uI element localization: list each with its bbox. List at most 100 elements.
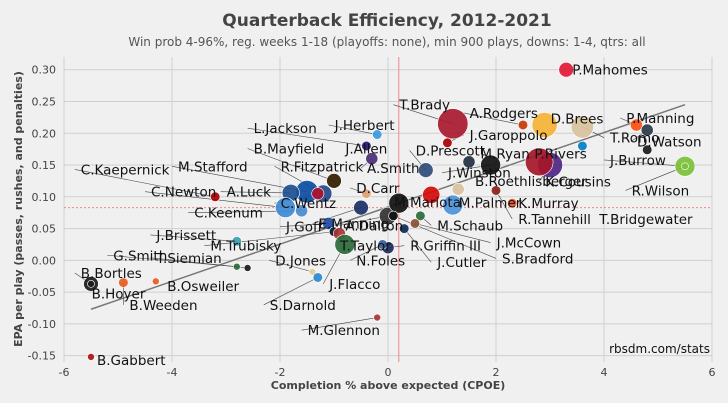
qb-label: B.Bortles xyxy=(81,266,142,282)
qb-point xyxy=(322,217,335,230)
label-leader xyxy=(247,148,335,182)
qb-label: J.Herbert xyxy=(334,118,395,134)
qb-point xyxy=(415,210,426,221)
x-tick-label: 6 xyxy=(709,366,716,379)
qb-point xyxy=(353,199,369,216)
qb-label: N.Foles xyxy=(356,253,405,269)
qb-label: B.Roethlisberger xyxy=(475,174,587,190)
qb-point xyxy=(118,277,129,288)
qb-point xyxy=(640,123,654,137)
x-tick-label: 0 xyxy=(385,366,392,379)
qb-label: J.McCown xyxy=(496,236,562,252)
y-tick-label: 0.30 xyxy=(32,64,57,77)
grid-lines xyxy=(63,57,713,362)
label-leader xyxy=(279,223,329,227)
qb-label: B.Osweiler xyxy=(167,279,239,295)
qb-point xyxy=(642,144,653,155)
label-leader xyxy=(150,234,237,242)
qb-point xyxy=(524,147,554,177)
label-leader xyxy=(263,277,318,306)
qb-label: R.Wilson xyxy=(632,183,690,199)
qb-label: M.Palmer xyxy=(459,196,522,212)
qb-label: J.Burrow xyxy=(609,153,666,169)
credit-label: rbsdm.com/stats xyxy=(609,342,710,356)
y-tick-label: -0.05 xyxy=(28,286,56,299)
qb-point xyxy=(437,108,469,140)
qb-label: K.Murray xyxy=(518,196,578,212)
qb-label: M.Schaub xyxy=(437,218,503,234)
qb-point xyxy=(531,112,558,138)
qb-point xyxy=(517,119,529,131)
label-leader xyxy=(247,127,367,147)
label-leader-lines xyxy=(74,104,686,331)
qb-point xyxy=(442,194,464,216)
qb-label: L.Jackson xyxy=(254,121,317,137)
qb-label: C.Kaepernick xyxy=(81,162,170,178)
qb-label: B.Weeden xyxy=(129,298,197,314)
label-leader xyxy=(463,112,524,126)
qb-label: T.Romo xyxy=(609,131,659,147)
qb-point xyxy=(422,185,441,204)
x-tick-labels: -6 -4 -2 0 2 4 6 xyxy=(59,366,716,379)
qb-label: J.Flacco xyxy=(328,277,380,293)
qb-label: A.Smith xyxy=(367,161,420,177)
qb-label: M.Glennon xyxy=(308,323,380,339)
qb-label: M.Trubisky xyxy=(210,239,281,255)
qb-point xyxy=(373,313,382,322)
qb-point xyxy=(451,182,465,196)
qb-point xyxy=(311,187,325,201)
qb-label: D.Brees xyxy=(551,112,604,128)
label-leader xyxy=(301,317,378,331)
label-leader xyxy=(403,228,432,263)
qb-label: R.Fitzpatrick xyxy=(281,159,364,175)
label-leader xyxy=(204,231,335,247)
qb-point xyxy=(490,185,502,196)
qb-point xyxy=(442,137,453,148)
qb-label: J.Brissett xyxy=(155,228,216,244)
chart-subtitle: Win prob 4-96%, reg. weeks 1-18 (playoff… xyxy=(128,35,645,49)
qb-point xyxy=(681,162,689,171)
qb-point xyxy=(295,204,308,218)
qb-label: G.Smith xyxy=(113,248,167,264)
y-tick-label: 0.10 xyxy=(32,191,57,204)
y-tick-label: 0.05 xyxy=(32,223,57,236)
label-leader xyxy=(414,223,491,243)
qb-point xyxy=(418,162,434,178)
label-leader xyxy=(312,207,362,224)
qb-label: A.Luck xyxy=(227,185,272,201)
qb-label: T.Bridgewater xyxy=(598,212,693,228)
qb-label: M.Ryan xyxy=(480,147,529,163)
x-tick-label: -4 xyxy=(167,366,178,379)
label-leader xyxy=(603,159,686,167)
qb-point xyxy=(507,198,518,209)
label-leader xyxy=(495,190,513,220)
label-leader xyxy=(625,166,686,191)
qb-point xyxy=(361,188,372,199)
qb-label: R.Tannehill xyxy=(518,212,591,228)
qb-point xyxy=(312,272,323,283)
qb-label: K.Cousins xyxy=(545,175,611,191)
label-leader xyxy=(350,244,383,261)
qb-label: E.Manning xyxy=(318,216,389,232)
qb-label: S.Bradford xyxy=(502,251,573,267)
qb-label: P.Mahomes xyxy=(572,63,648,79)
x-tick-label: -2 xyxy=(275,366,286,379)
qb-label: P.Rivers xyxy=(534,147,586,163)
qb-point xyxy=(308,267,317,276)
label-leader xyxy=(220,191,291,194)
qb-label: P.Manning xyxy=(626,111,694,127)
qb-point xyxy=(87,280,95,288)
qb-label: M.Mariota xyxy=(394,195,461,211)
qb-point xyxy=(399,223,410,234)
qb-label: T.Brady xyxy=(398,98,450,114)
label-leader xyxy=(150,257,248,269)
label-leader xyxy=(269,260,313,273)
qb-label: B.Gabbert xyxy=(97,353,166,369)
y-tick-label: 0.00 xyxy=(32,254,57,267)
qb-point xyxy=(462,155,476,169)
qb-point xyxy=(577,140,588,152)
qb-label: B.Hoyer xyxy=(92,286,146,302)
x-tick-label: -6 xyxy=(59,366,70,379)
qb-point xyxy=(334,234,356,255)
y-tick-label: 0.25 xyxy=(32,95,57,108)
